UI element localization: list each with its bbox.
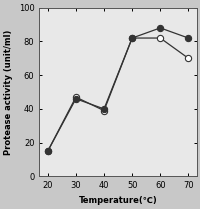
Y-axis label: Protease activity (unit/ml): Protease activity (unit/ml) <box>4 29 13 155</box>
X-axis label: Temperature(℃): Temperature(℃) <box>78 196 157 205</box>
